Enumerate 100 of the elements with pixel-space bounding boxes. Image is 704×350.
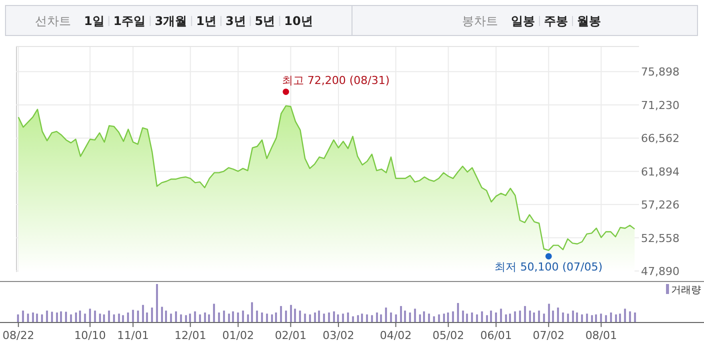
bar [419,314,421,322]
bar [304,314,306,322]
bar [586,314,588,322]
bar [438,314,440,322]
bar [342,314,344,322]
bar [94,310,96,322]
text: 3년 [225,14,246,28]
x-tick-label: 01/02 [222,329,254,342]
text: 1주일 [113,14,146,28]
text: 주봉 [544,14,568,28]
bar [175,311,177,322]
bar [189,314,191,322]
text: 10년 [284,14,313,28]
bar [562,312,564,322]
bar [524,306,526,322]
bar [194,311,196,322]
bar [151,308,153,322]
bar [567,314,569,322]
bar [127,312,129,322]
y-tick-label: 52,558 [641,232,680,245]
bar [118,314,120,322]
bar [495,312,497,322]
bar [380,314,382,322]
bar [27,314,29,322]
y-tick-label: 47,890 [641,265,680,278]
text: 3개월 [154,14,188,28]
bar [213,304,215,322]
bar [452,311,454,322]
x-tick-label: 02/01 [274,329,307,342]
bar [629,311,631,322]
bar [261,312,263,322]
bar [99,314,101,322]
bar [615,314,617,322]
bar [519,310,521,322]
bar [70,314,72,322]
text: 월봉 [577,14,601,28]
y-tick-label: 71,230 [641,98,680,112]
bar [619,314,621,322]
bar [361,314,363,322]
bar [476,314,478,322]
bar [223,310,225,322]
bar [142,304,144,322]
bar [89,308,91,322]
bar [443,314,445,322]
bar [357,315,359,322]
bar [371,315,373,322]
x-tick-label: 12/01 [174,329,206,342]
bar [533,312,535,322]
bar [509,314,511,322]
annotation: 최고 72,200 (08/31) [282,74,390,87]
bar [36,314,38,322]
bar [400,306,402,322]
bar [242,310,244,322]
bar [543,314,545,322]
text: 5년 [254,14,276,28]
x-tick-label: 08/01 [585,329,618,342]
bar [51,312,53,322]
bar [65,312,67,322]
bar [46,310,48,322]
bar [185,315,187,322]
bar [294,308,296,322]
bar [505,314,507,322]
bar [228,314,230,322]
x-tick-label: 08/22 [2,329,34,342]
bar [462,310,464,322]
legend-label: 거래량 [671,285,701,296]
x-tick-label: 06/01 [480,329,512,342]
bar [180,314,182,322]
bar [161,306,163,322]
bar [404,310,406,322]
bar [610,312,612,322]
bar [256,310,258,322]
bar [471,312,473,322]
bar [41,314,43,322]
bar [271,314,273,322]
text: 봉차트 [462,14,498,28]
bar [447,312,449,322]
bar [481,311,483,322]
bar [490,310,492,322]
bar [347,312,349,322]
text: 선차트 [35,14,71,28]
bar [280,306,282,322]
x-tick-label: 05/02 [432,329,464,342]
bar [247,314,249,322]
bar [17,314,19,322]
bar [428,314,430,322]
bar [595,314,597,322]
bar [352,316,354,322]
y-tick-label: 61,894 [641,165,680,178]
bar [170,314,172,322]
bar [146,312,148,322]
bar [232,311,234,322]
bar [199,314,201,322]
bar [529,310,531,322]
bar [457,303,459,322]
bar [600,314,602,322]
bar [385,308,387,322]
bar [605,315,607,322]
bar [113,314,115,322]
bar [32,312,34,322]
